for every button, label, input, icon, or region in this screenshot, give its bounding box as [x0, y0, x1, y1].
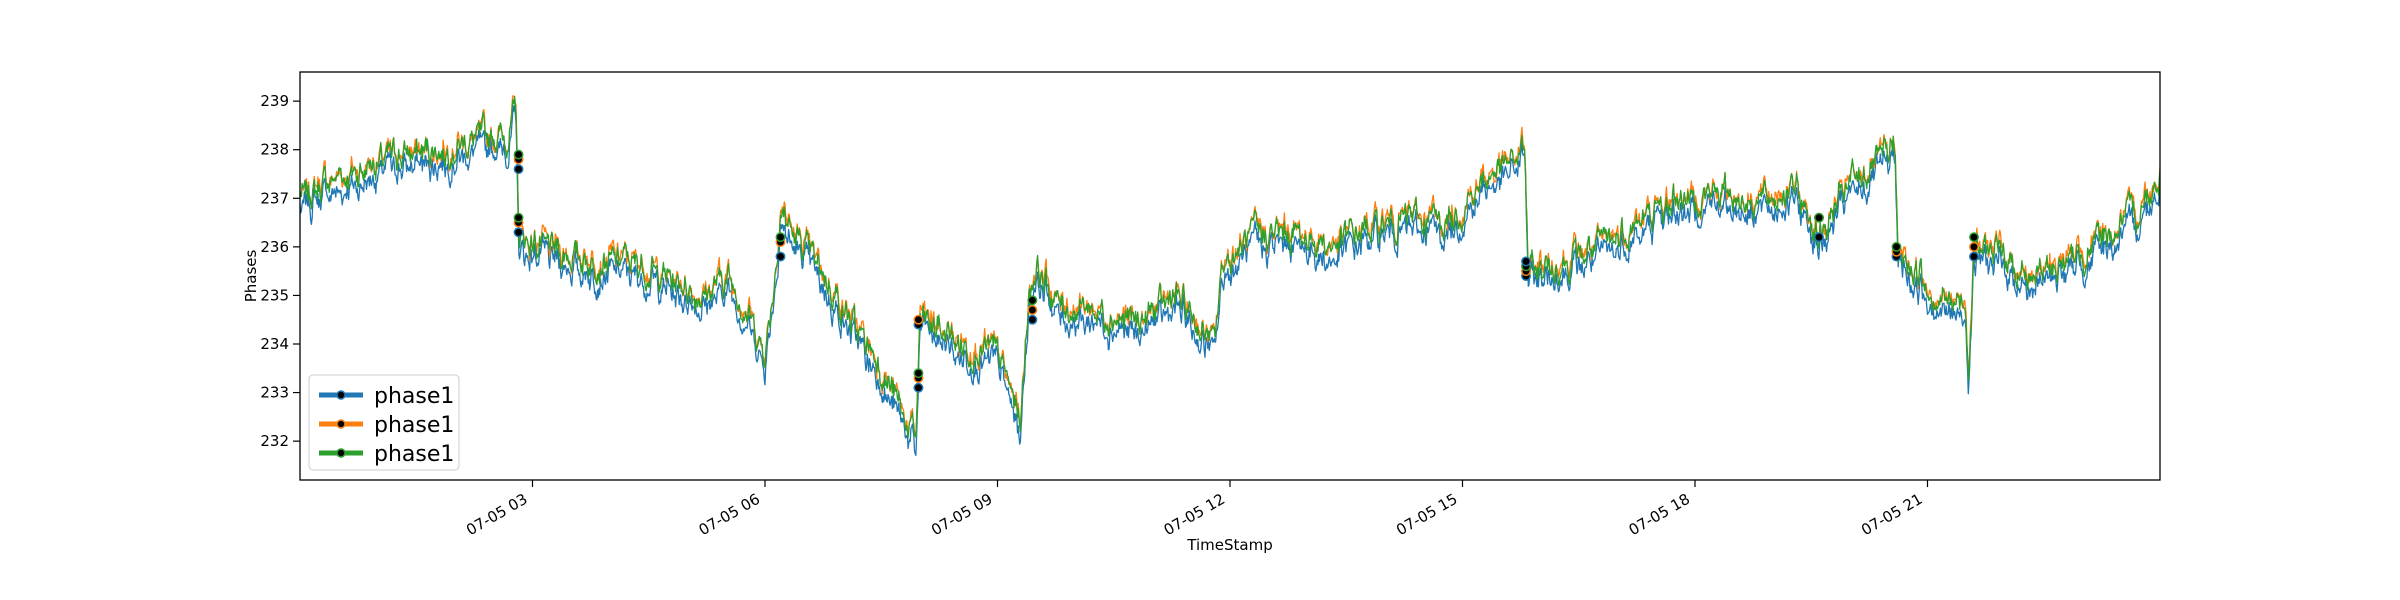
- legend-box: [308, 374, 460, 471]
- event-marker: [1027, 305, 1038, 315]
- event-marker: [913, 368, 924, 379]
- y-tick-label: 235: [260, 286, 289, 304]
- legend-label: phase1: [374, 442, 454, 467]
- event-marker: [913, 382, 924, 393]
- event-marker: [1814, 212, 1824, 223]
- x-tick-label: 07-05 03: [463, 490, 530, 539]
- x-tick-label: 07-05 06: [696, 490, 763, 539]
- x-tick-label: 07-05 21: [1858, 490, 1925, 539]
- event-marker: [513, 164, 524, 175]
- x-tick-label: 07-05 15: [1393, 490, 1460, 539]
- x-axis-title: TimeStamp: [1186, 536, 1272, 554]
- event-marker: [775, 232, 786, 243]
- series-layer: [299, 94, 2161, 456]
- y-tick-label: 237: [260, 189, 289, 207]
- x-axis: 07-05 03 07-05 06 07-05 09 07-05 12 07-05 15…: [463, 480, 1929, 539]
- legend: phase1 phase1 phase1: [308, 374, 460, 471]
- y-tick-label: 234: [260, 335, 289, 353]
- x-tick-label: 07-05 12: [1161, 490, 1228, 539]
- event-marker: [1027, 295, 1038, 306]
- y-axis: 232 233 234 235 236 237 238 239: [260, 92, 300, 450]
- x-tick-label: 07-05 18: [1626, 490, 1693, 539]
- event-marker: [1891, 241, 1902, 252]
- event-marker: [513, 212, 524, 223]
- event-marker: [1814, 232, 1824, 243]
- series-line-3: [299, 95, 2161, 439]
- legend-label: phase1: [374, 413, 454, 438]
- event-marker: [1969, 241, 1979, 252]
- event-marker: [1969, 251, 1979, 262]
- y-tick-label: 233: [260, 384, 289, 402]
- event-marker-layer: [513, 149, 1979, 393]
- event-marker: [775, 251, 786, 262]
- legend-marker: [336, 448, 346, 458]
- y-axis-title: Phases: [242, 250, 260, 303]
- y-tick-label: 239: [260, 92, 289, 110]
- event-marker: [1027, 314, 1038, 325]
- legend-marker: [336, 390, 346, 400]
- event-marker: [513, 149, 524, 160]
- legend-label: phase1: [374, 384, 454, 409]
- y-tick-label: 232: [260, 432, 289, 450]
- y-tick-label: 236: [260, 238, 289, 256]
- event-marker: [1521, 256, 1532, 267]
- event-marker: [913, 314, 924, 325]
- event-marker: [1969, 232, 1979, 243]
- y-tick-label: 238: [260, 141, 289, 159]
- legend-marker: [336, 419, 346, 429]
- x-tick-label: 07-05 09: [928, 490, 995, 539]
- series-line-1: [299, 104, 2161, 456]
- event-marker: [513, 227, 524, 238]
